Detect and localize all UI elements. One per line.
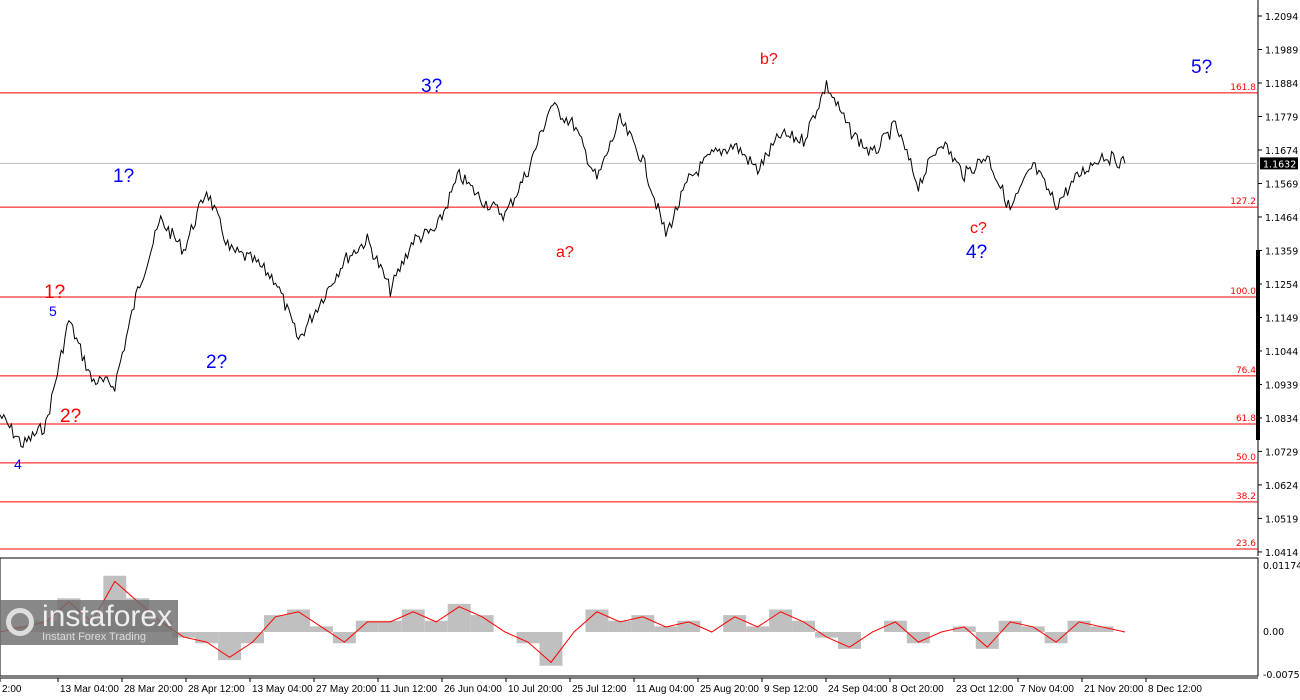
fib-level-label: 50.0 bbox=[1236, 453, 1256, 463]
wave-label-4: 4? bbox=[966, 242, 988, 263]
price-tick-label: 1.0939 bbox=[1265, 380, 1298, 391]
fib-level-label: 127.2 bbox=[1230, 197, 1256, 207]
oscillator-frame bbox=[0, 557, 1259, 677]
time-tick-label: 11 Jun 12:00 bbox=[380, 684, 438, 695]
price-tick-label: 1.1779 bbox=[1265, 112, 1298, 123]
volume-bar-marker bbox=[1256, 250, 1260, 440]
fib-level-label: 100.0 bbox=[1230, 287, 1256, 297]
price-series-line bbox=[0, 80, 1126, 448]
fib-level-label: 76.4 bbox=[1236, 366, 1256, 376]
price-tick-label: 1.0414 bbox=[1265, 548, 1298, 559]
gear-logo-icon bbox=[6, 608, 34, 636]
oscillator-tick-label: 0.00 bbox=[1263, 627, 1284, 638]
wave-label-b: b? bbox=[760, 51, 778, 68]
time-tick-label: 8 Oct 20:00 bbox=[892, 684, 944, 695]
price-tick-label: 1.0624 bbox=[1265, 481, 1298, 492]
wave-label-a: a? bbox=[556, 244, 574, 261]
oscillator-signal-line bbox=[0, 580, 1126, 664]
time-tick-label: 13 Mar 04:00 bbox=[60, 684, 119, 695]
price-tick-label: 1.0834 bbox=[1265, 414, 1298, 425]
fib-level-label: 161.8 bbox=[1230, 83, 1256, 93]
logo-tagline: Instant Forex Trading bbox=[42, 631, 146, 643]
wave-label-3: 3? bbox=[421, 76, 443, 97]
time-tick-label: 25 Aug 20:00 bbox=[700, 684, 759, 695]
oscillator-tick-label: 0.01174 bbox=[1263, 561, 1300, 572]
time-tick-label: 27 May 20:00 bbox=[316, 684, 377, 695]
time-tick-label: 11 Aug 04:00 bbox=[636, 684, 695, 695]
time-tick-label: 28 Apr 12:00 bbox=[188, 684, 245, 695]
time-tick-label: 7 Nov 04:00 bbox=[1020, 684, 1074, 695]
price-tick-label: 1.1044 bbox=[1265, 347, 1298, 358]
wave-label-c: c? bbox=[970, 220, 987, 237]
time-tick-label: 26 Jun 04:00 bbox=[444, 684, 502, 695]
price-tick-label: 1.1989 bbox=[1265, 45, 1298, 56]
time-tick-label: 13 May 04:00 bbox=[252, 684, 313, 695]
oscillator-tick-label: -0.00759 bbox=[1263, 670, 1300, 681]
current-price-badge bbox=[1260, 157, 1298, 170]
fib-level-label: 61.8 bbox=[1236, 414, 1256, 424]
price-tick-label: 1.1569 bbox=[1265, 179, 1298, 190]
price-tick-label: 1.1464 bbox=[1265, 213, 1298, 224]
price-tick-label: 1.0519 bbox=[1265, 514, 1298, 525]
wave-label-5-small: 5 bbox=[49, 303, 57, 319]
wave-label-5: 5? bbox=[1191, 57, 1213, 78]
time-tick-label: 2:00 bbox=[2, 684, 22, 695]
time-tick-label: 21 Nov 20:00 bbox=[1084, 684, 1144, 695]
time-tick-label: 9 Sep 12:00 bbox=[764, 684, 818, 695]
fib-level-label: 23.6 bbox=[1236, 539, 1256, 549]
price-tick-label: 1.2094 bbox=[1265, 12, 1298, 23]
wave-label-1-red: 1? bbox=[44, 282, 66, 303]
logo-name: instaforex bbox=[42, 600, 173, 633]
price-tick-label: 1.1359 bbox=[1265, 246, 1298, 257]
instaforex-logo: instaforex Instant Forex Trading bbox=[0, 600, 178, 645]
price-tick-label: 1.1254 bbox=[1265, 280, 1298, 291]
fib-level-label: 38.2 bbox=[1236, 492, 1256, 502]
wave-label-1-blue: 1? bbox=[113, 166, 135, 187]
price-tick-label: 1.0729 bbox=[1265, 447, 1298, 458]
price-tick-label: 1.1884 bbox=[1265, 79, 1298, 90]
price-tick-label: 1.1674 bbox=[1265, 146, 1298, 157]
time-tick-label: 24 Sep 04:00 bbox=[828, 684, 888, 695]
price-tick-label: 1.1149 bbox=[1265, 313, 1298, 324]
time-tick-label: 28 Mar 20:00 bbox=[124, 684, 183, 695]
current-price-label: 1.1632 bbox=[1263, 159, 1296, 170]
wave-label-4-left: 4 bbox=[14, 456, 22, 472]
wave-label-2-blue: 2? bbox=[206, 352, 228, 373]
time-tick-label: 25 Jul 12:00 bbox=[572, 684, 627, 695]
time-tick-label: 23 Oct 12:00 bbox=[956, 684, 1014, 695]
wave-label-2-red: 2? bbox=[60, 406, 82, 427]
time-tick-label: 8 Dec 12:00 bbox=[1148, 684, 1202, 695]
time-tick-label: 10 Jul 20:00 bbox=[508, 684, 563, 695]
